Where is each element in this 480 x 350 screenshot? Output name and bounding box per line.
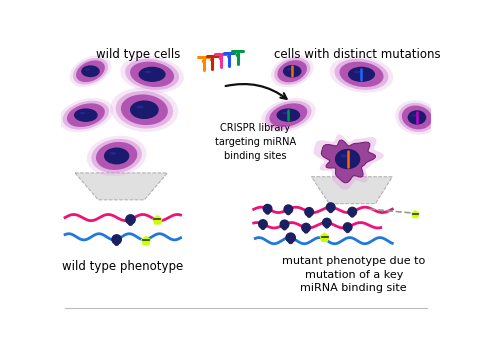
Ellipse shape — [261, 98, 316, 132]
Text: CRISPR library
targeting miRNA
binding sites: CRISPR library targeting miRNA binding s… — [215, 123, 296, 161]
Ellipse shape — [73, 58, 108, 85]
Ellipse shape — [202, 59, 205, 63]
Polygon shape — [152, 215, 163, 225]
Ellipse shape — [74, 108, 98, 122]
Ellipse shape — [70, 56, 111, 87]
Ellipse shape — [59, 98, 113, 132]
Ellipse shape — [301, 223, 311, 233]
Polygon shape — [312, 177, 392, 204]
Ellipse shape — [109, 152, 116, 155]
Ellipse shape — [81, 65, 100, 77]
Ellipse shape — [326, 202, 336, 212]
Ellipse shape — [227, 55, 231, 58]
Ellipse shape — [279, 219, 289, 230]
Ellipse shape — [274, 58, 310, 85]
Ellipse shape — [328, 210, 333, 213]
Ellipse shape — [276, 108, 300, 122]
Text: wild type cells: wild type cells — [96, 48, 180, 61]
Ellipse shape — [339, 62, 384, 87]
Polygon shape — [319, 232, 330, 242]
Ellipse shape — [283, 65, 301, 78]
Text: wild type phenotype: wild type phenotype — [62, 260, 183, 273]
Ellipse shape — [304, 230, 308, 234]
Ellipse shape — [116, 91, 173, 128]
Polygon shape — [75, 173, 168, 200]
Ellipse shape — [350, 214, 355, 218]
Ellipse shape — [277, 60, 307, 82]
Ellipse shape — [139, 67, 166, 82]
Ellipse shape — [286, 212, 290, 215]
Ellipse shape — [307, 215, 312, 218]
Ellipse shape — [110, 88, 178, 132]
Ellipse shape — [395, 100, 439, 135]
Ellipse shape — [335, 59, 388, 90]
Polygon shape — [321, 140, 375, 183]
Ellipse shape — [282, 112, 288, 114]
Polygon shape — [313, 134, 384, 190]
Text: cells with distinct mutations: cells with distinct mutations — [275, 48, 441, 61]
Ellipse shape — [210, 58, 214, 62]
Ellipse shape — [136, 105, 144, 108]
Polygon shape — [141, 236, 151, 245]
Ellipse shape — [104, 147, 129, 164]
Ellipse shape — [120, 56, 184, 93]
Ellipse shape — [402, 105, 432, 130]
Ellipse shape — [130, 62, 174, 87]
Ellipse shape — [85, 69, 90, 70]
Ellipse shape — [304, 207, 314, 217]
Ellipse shape — [258, 219, 268, 229]
Ellipse shape — [236, 53, 240, 57]
Ellipse shape — [287, 68, 292, 70]
Ellipse shape — [285, 232, 296, 243]
Text: mutant phenotype due to
mutation of a key
miRNA binding site: mutant phenotype due to mutation of a ke… — [282, 256, 425, 293]
Ellipse shape — [125, 214, 136, 225]
Ellipse shape — [63, 101, 109, 130]
Ellipse shape — [322, 218, 332, 228]
Ellipse shape — [283, 204, 293, 214]
Ellipse shape — [144, 71, 151, 74]
Ellipse shape — [335, 149, 360, 169]
Ellipse shape — [111, 234, 122, 245]
Ellipse shape — [398, 103, 435, 132]
Ellipse shape — [263, 204, 273, 214]
Polygon shape — [411, 210, 420, 218]
Ellipse shape — [265, 211, 270, 215]
Ellipse shape — [91, 139, 142, 173]
Ellipse shape — [269, 103, 307, 127]
Ellipse shape — [343, 222, 353, 232]
Ellipse shape — [219, 56, 223, 60]
Ellipse shape — [128, 222, 133, 226]
Ellipse shape — [76, 60, 105, 82]
Ellipse shape — [408, 110, 426, 125]
Ellipse shape — [130, 100, 159, 119]
Ellipse shape — [96, 142, 137, 170]
Ellipse shape — [324, 225, 329, 229]
Ellipse shape — [121, 94, 168, 125]
Ellipse shape — [79, 112, 85, 114]
Ellipse shape — [348, 67, 375, 82]
Ellipse shape — [346, 230, 350, 233]
Ellipse shape — [412, 114, 417, 117]
Ellipse shape — [271, 55, 313, 87]
Ellipse shape — [282, 227, 287, 230]
Ellipse shape — [354, 71, 361, 74]
Ellipse shape — [114, 242, 119, 246]
Ellipse shape — [330, 56, 393, 93]
Ellipse shape — [288, 240, 293, 244]
Ellipse shape — [125, 59, 179, 90]
Ellipse shape — [261, 226, 265, 230]
Ellipse shape — [67, 103, 105, 127]
Ellipse shape — [347, 206, 357, 217]
Ellipse shape — [265, 101, 312, 130]
Ellipse shape — [341, 154, 347, 158]
Ellipse shape — [87, 136, 146, 176]
